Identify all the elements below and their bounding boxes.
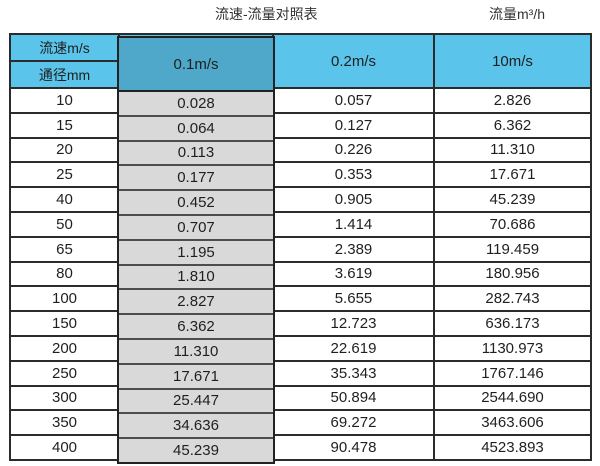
header-velocity-label: 流速m/s	[11, 35, 118, 60]
diameter-cell: 20	[11, 138, 118, 162]
flow-cell-10ms: 45.239	[435, 188, 590, 211]
flow-cell-10ms: 1130.973	[435, 336, 590, 360]
flow-cell-0p2ms: 0.905	[274, 188, 433, 211]
diameter-cell: 250	[11, 361, 118, 385]
flow-cell-10ms: 2544.690	[435, 386, 590, 410]
flow-cell-0p2ms: 69.272	[274, 411, 433, 435]
flow-cell-0p1ms: 0.177	[119, 166, 273, 192]
flow-cell-0p1ms: 6.362	[119, 315, 273, 340]
flow-unit-label: 流量m³/h	[489, 6, 545, 22]
diameter-cell: 100	[11, 287, 118, 311]
flow-cell-0p1ms: 1.195	[119, 240, 273, 266]
flow-cell-0p2ms: 0.127	[274, 113, 433, 137]
diameter-cell: 150	[11, 312, 118, 335]
diameter-cell: 350	[11, 411, 118, 435]
flow-cell-0p2ms: 12.723	[274, 312, 433, 335]
flow-cell-10ms: 6.362	[435, 113, 590, 137]
flow-cell-10ms: 180.956	[435, 262, 590, 286]
flow-cell-10ms: 636.173	[435, 312, 590, 335]
diameter-cell: 400	[11, 436, 118, 459]
flow-cell-10ms: 17.671	[435, 163, 590, 187]
header-col-0p2ms: 0.2m/s	[274, 35, 433, 87]
flow-cell-0p2ms: 0.226	[274, 138, 433, 162]
flow-cell-10ms: 1767.146	[435, 361, 590, 385]
flow-cell-10ms: 70.686	[435, 212, 590, 236]
flow-cell-0p2ms: 22.619	[274, 336, 433, 360]
flow-cell-10ms: 119.459	[435, 237, 590, 261]
diameter-cell: 65	[11, 237, 118, 261]
flow-cell-0p1ms: 0.707	[119, 215, 273, 241]
diameter-cell: 200	[11, 336, 118, 360]
flow-cell-10ms: 2.826	[435, 89, 590, 112]
flow-cell-10ms: 4523.893	[435, 436, 590, 459]
diameter-cell: 80	[11, 262, 118, 286]
flow-cell-0p2ms: 3.619	[274, 262, 433, 286]
flow-cell-0p2ms: 50.894	[274, 386, 433, 410]
flow-cell-0p1ms: 45.239	[119, 439, 273, 462]
flow-cell-0p2ms: 1.414	[274, 212, 433, 236]
flow-cell-0p1ms: 0.452	[119, 191, 273, 216]
diameter-cell: 25	[11, 163, 118, 187]
flow-cell-0p2ms: 5.655	[274, 287, 433, 311]
header-col-0p1ms: 0.1m/s	[119, 38, 273, 92]
flow-rate-table: 流速m/s 通径mm 0.2m/s 10m/s 10 0.057 2.826 15 0.…	[9, 33, 592, 461]
flow-cell-0p2ms: 2.389	[274, 237, 433, 261]
flow-cell-0p1ms: 0.113	[119, 141, 273, 167]
diameter-cell: 50	[11, 212, 118, 236]
flow-cell-10ms: 3463.606	[435, 411, 590, 435]
flow-cell-0p1ms: 1.810	[119, 265, 273, 291]
header-col-10ms: 10m/s	[435, 35, 590, 87]
diameter-cell: 40	[11, 188, 118, 211]
page-title: 流速-流量对照表	[215, 6, 318, 22]
flow-cell-0p1ms: 11.310	[119, 339, 273, 365]
flow-cell-10ms: 11.310	[435, 138, 590, 162]
flow-cell-0p1ms: 34.636	[119, 414, 273, 440]
flow-cell-0p1ms: 2.827	[119, 290, 273, 316]
flow-cell-0p2ms: 35.343	[274, 361, 433, 385]
flow-cell-10ms: 282.743	[435, 287, 590, 311]
flow-cell-0p2ms: 0.057	[274, 89, 433, 112]
flow-cell-0p1ms: 17.671	[119, 364, 273, 390]
flow-cell-0p2ms: 0.353	[274, 163, 433, 187]
flow-cell-0p1ms: 0.064	[119, 116, 273, 142]
diameter-cell: 300	[11, 386, 118, 410]
highlighted-column-0p1ms: 0.1m/s 0.028 0.064 0.113 0.177 0.452 0.707 1.1…	[117, 36, 275, 464]
diameter-cell: 10	[11, 89, 118, 112]
flow-cell-0p2ms: 90.478	[274, 436, 433, 459]
flow-cell-0p1ms: 0.028	[119, 92, 273, 117]
diameter-cell: 15	[11, 113, 118, 137]
header-diameter-label: 通径mm	[11, 62, 118, 87]
flow-cell-0p1ms: 25.447	[119, 389, 273, 415]
